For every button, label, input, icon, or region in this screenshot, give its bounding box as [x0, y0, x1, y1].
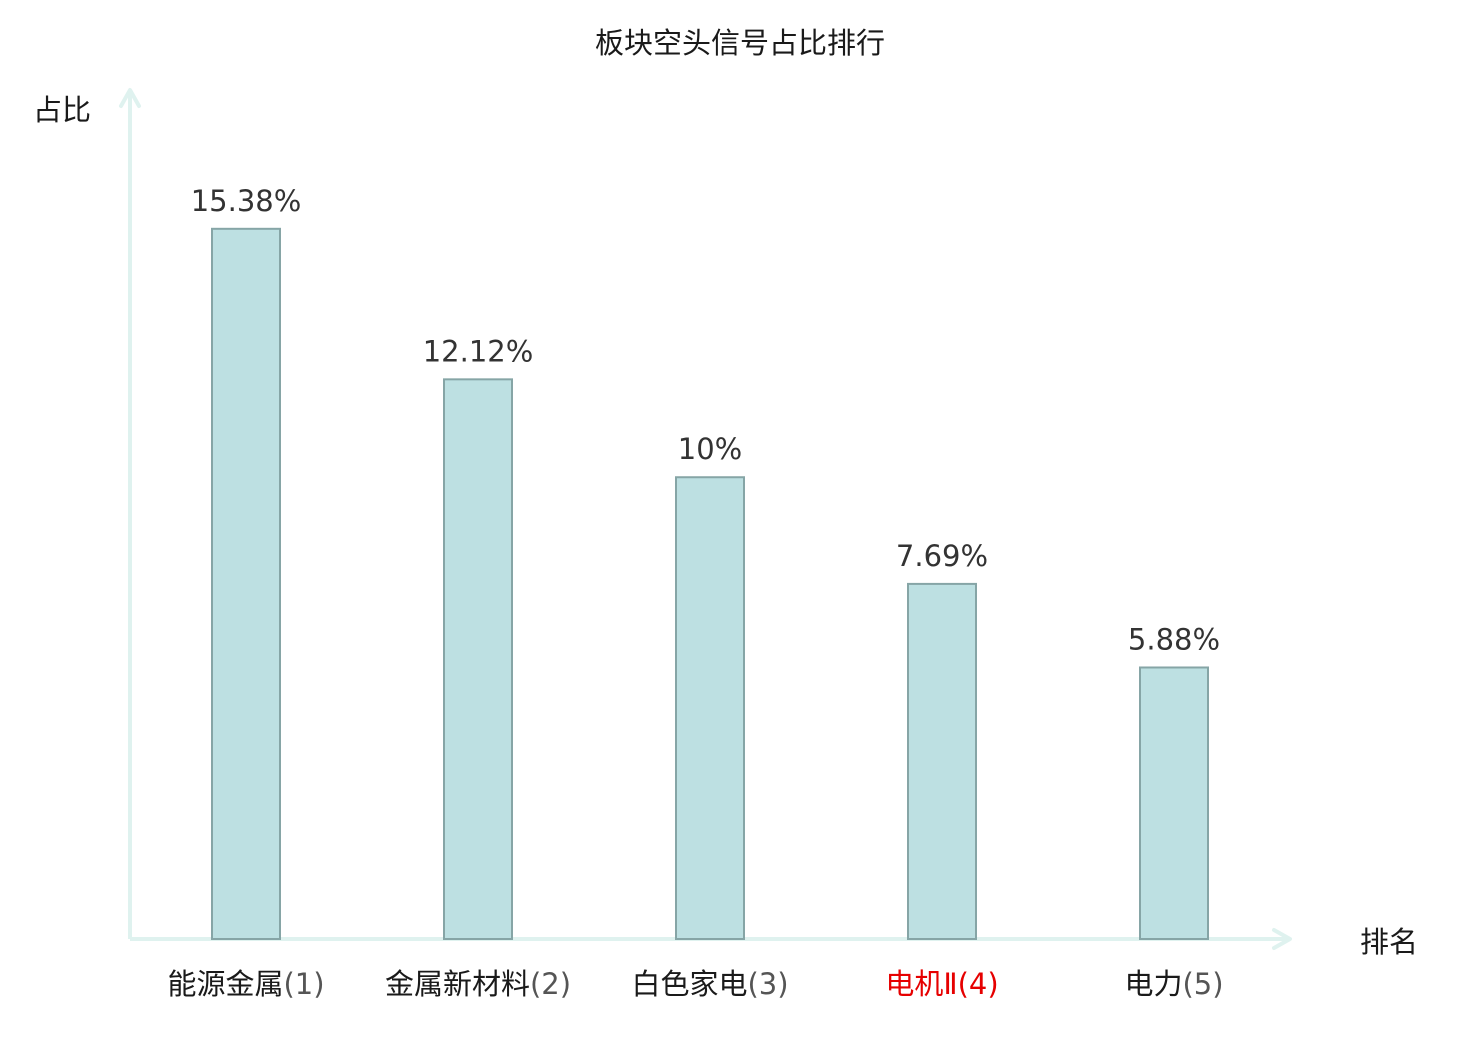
category-label-3: 白色家电(3)	[631, 967, 788, 1001]
value-label-5: 5.88%	[1128, 622, 1220, 656]
bar-5	[1139, 666, 1209, 940]
bar-3	[675, 476, 745, 940]
category-label-2: 金属新材料(2)	[385, 967, 571, 1001]
bar-1	[211, 227, 281, 940]
bars	[211, 227, 1209, 940]
bar-2	[443, 378, 513, 940]
category-label-5: 电力(5)	[1124, 967, 1223, 1001]
category-label-4: 电机Ⅱ(4)	[885, 967, 998, 1001]
x-axis-arrow	[1272, 928, 1292, 950]
category-labels: 能源金属(1) 金属新材料(2) 白色家电(3) 电机Ⅱ(4) 电力(5)	[167, 967, 1223, 1001]
chart-title: 板块空头信号占比排行	[595, 26, 885, 60]
category-label-1: 能源金属(1)	[167, 967, 324, 1001]
value-label-1: 15.38%	[191, 184, 302, 218]
y-axis-label: 占比	[33, 93, 91, 127]
value-labels: 15.38% 12.12% 10% 7.69% 5.88%	[191, 184, 1220, 657]
y-axis-arrow	[119, 88, 141, 108]
value-label-2: 12.12%	[423, 334, 534, 368]
bar-4	[907, 582, 977, 940]
x-axis-label: 排名	[1360, 925, 1418, 959]
value-label-3: 10%	[678, 432, 742, 466]
value-label-4: 7.69%	[896, 539, 988, 573]
